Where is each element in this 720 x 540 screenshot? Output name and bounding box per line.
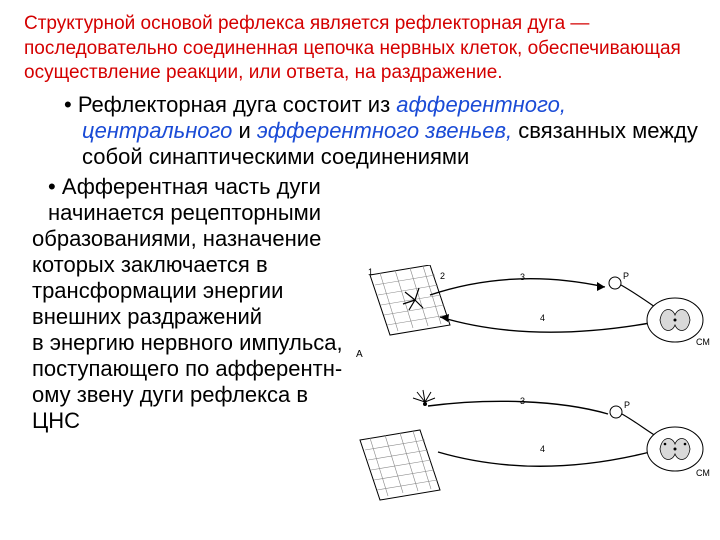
label-1: 1 <box>368 267 373 277</box>
body-line: образованиями, назначение <box>32 226 362 252</box>
body-line: которых заключается в <box>32 252 362 278</box>
reflex-arc-diagram: 1 2 3 P 4 СМ A <box>350 265 710 515</box>
label-pb: P <box>624 400 630 410</box>
label-3: 3 <box>520 272 525 282</box>
body-line: трансформации энергии <box>32 278 362 304</box>
b1-prefix: Рефлекторная дуга состоит из <box>78 92 396 117</box>
label-p: P <box>623 271 629 281</box>
intro-term: рефлекторная дуга <box>395 13 565 34</box>
label-4: 4 <box>540 313 545 323</box>
bullet-1: Рефлекторная дуга состоит из афферентног… <box>64 92 702 170</box>
label-cns: СМ <box>696 337 710 347</box>
body-line: поступающего по афферентн- <box>32 356 362 382</box>
intro-prefix: Структурной основой рефлекса является <box>24 13 395 34</box>
body-text: образованиями, назначение которых заключ… <box>32 226 362 434</box>
b2-continuation: начинается рецепторными <box>48 200 702 226</box>
label-3b: 3 <box>520 396 525 406</box>
intro-paragraph: Структурной основой рефлекса является ре… <box>24 12 702 86</box>
b1-mid: и <box>232 118 257 143</box>
body-line: ому звену дуги рефлекса в ЦНС <box>32 382 362 434</box>
b1-term2: эфферентного звеньев, <box>257 118 512 143</box>
panel-a-label: A <box>356 349 363 360</box>
label-cns-b: СМ <box>696 468 710 478</box>
label-2: 2 <box>440 271 445 281</box>
b2-line1: Афферентная часть дуги <box>62 174 321 199</box>
body-line: внешних раздражений <box>32 304 362 330</box>
bullet-2: Афферентная часть дуги <box>48 174 702 200</box>
body-line: в энергию нервного импульса, <box>32 330 362 356</box>
diagram-panel-a: 1 2 3 P 4 СМ A <box>356 265 710 360</box>
diagram-panel-b: 3 P 4 СМ <box>360 390 710 500</box>
label-4b: 4 <box>540 444 545 454</box>
